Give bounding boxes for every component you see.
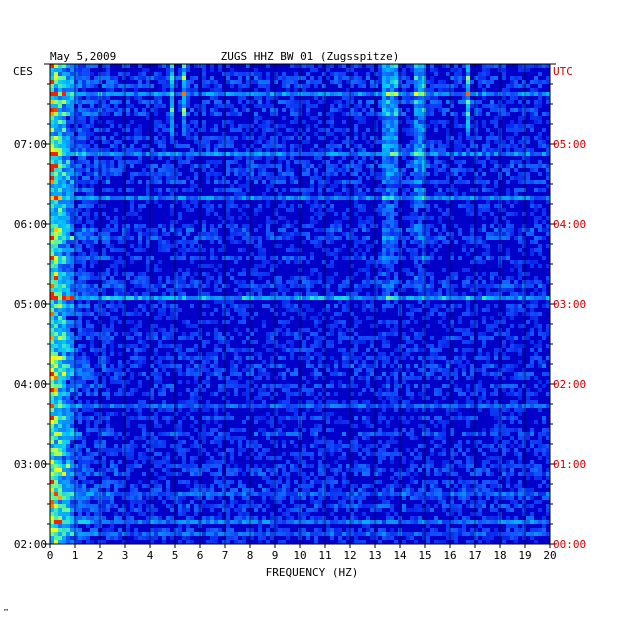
x-tick-label: 9 <box>272 549 279 562</box>
x-tick-label: 2 <box>97 549 104 562</box>
x-tick-label: 0 <box>47 549 54 562</box>
left-time-tick-label: 04:00 <box>14 378 47 391</box>
x-tick-label: 20 <box>543 549 556 562</box>
right-time-tick-label: 03:00 <box>553 298 586 311</box>
left-time-tick-label: 07:00 <box>14 138 47 151</box>
chart-title: ZUGS HHZ BW 01 (Zugsspitze) <box>221 50 400 63</box>
right-time-axis: 05:00 04:00 03:00 02:00 01:00 00:00 <box>550 63 586 551</box>
x-tick-label: 3 <box>122 549 129 562</box>
right-time-tick-label: 00:00 <box>553 538 586 551</box>
x-tick-label: 10 <box>293 549 306 562</box>
x-tick-label: 14 <box>393 549 407 562</box>
x-axis: 0 1 2 3 4 5 6 7 8 9 10 11 12 13 14 15 16 17 18 19 20 <box>47 544 557 562</box>
x-axis-label: FREQUENCY (HZ) <box>266 566 359 579</box>
right-time-tick-label: 02:00 <box>553 378 586 391</box>
grid-lines <box>74 64 526 544</box>
chart-date: May 5,2009 <box>50 50 116 63</box>
x-tick-label: 4 <box>147 549 154 562</box>
x-tick-label: 11 <box>318 549 331 562</box>
left-time-tick-label: 05:00 <box>14 298 47 311</box>
x-tick-label: 13 <box>368 549 381 562</box>
x-tick-label: 12 <box>343 549 356 562</box>
x-tick-label: 15 <box>418 549 431 562</box>
x-tick-label: 19 <box>518 549 531 562</box>
x-tick-label: 18 <box>493 549 506 562</box>
x-tick-label: 7 <box>222 549 229 562</box>
x-tick-label: 16 <box>443 549 456 562</box>
left-time-tick-label: 03:00 <box>14 458 47 471</box>
right-time-tick-label: 05:00 <box>553 138 586 151</box>
footnote-mark: ™ <box>4 608 8 616</box>
x-tick-label: 8 <box>247 549 254 562</box>
left-time-tick-label: 02:00 <box>14 538 47 551</box>
left-time-tick-label: 06:00 <box>14 218 47 231</box>
left-time-axis: 07:00 06:00 05:00 04:00 03:00 02:00 <box>14 63 50 551</box>
left-timezone-label: CES <box>13 65 33 78</box>
x-tick-label: 1 <box>72 549 79 562</box>
x-tick-label: 6 <box>197 549 204 562</box>
x-tick-label: 17 <box>468 549 481 562</box>
right-time-tick-label: 01:00 <box>553 458 586 471</box>
right-time-tick-label: 04:00 <box>553 218 586 231</box>
x-tick-label: 5 <box>172 549 179 562</box>
right-timezone-label: UTC <box>553 65 573 78</box>
